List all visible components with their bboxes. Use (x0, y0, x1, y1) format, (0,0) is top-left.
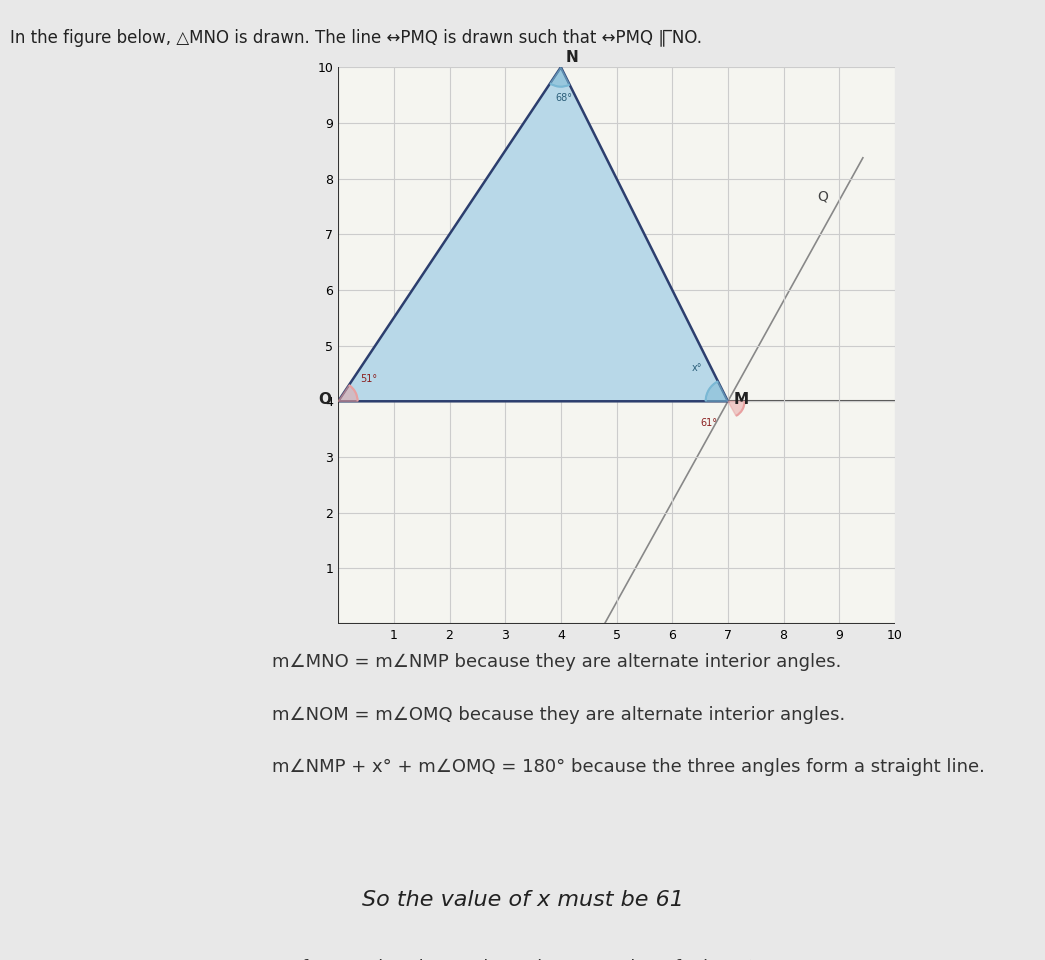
Text: m∠MNO = m∠NMP because they are alternate interior angles.: m∠MNO = m∠NMP because they are alternate… (272, 653, 841, 671)
Text: After moving the vertices, the new value of x is  □°: After moving the vertices, the new value… (289, 959, 756, 960)
Polygon shape (728, 401, 745, 416)
Text: N: N (565, 50, 578, 64)
Text: O: O (319, 392, 331, 407)
Text: x°: x° (692, 363, 702, 372)
Text: 68°: 68° (555, 92, 573, 103)
Text: 61°: 61° (700, 419, 717, 428)
Text: m∠NMP + x° + m∠OMQ = 180° because the three angles form a straight line.: m∠NMP + x° + m∠OMQ = 180° because the th… (272, 758, 984, 777)
Polygon shape (339, 385, 357, 401)
Text: In the figure below, △MNO is drawn. The line ↔PMQ is drawn such that ↔PMQ ∥ ̅NO.: In the figure below, △MNO is drawn. The … (10, 29, 702, 47)
Polygon shape (550, 67, 570, 86)
Text: 51°: 51° (361, 373, 377, 384)
Text: Q: Q (817, 190, 828, 204)
Text: M: M (734, 392, 748, 407)
Polygon shape (339, 67, 728, 401)
Text: m∠NOM = m∠OMQ because they are alternate interior angles.: m∠NOM = m∠OMQ because they are alternate… (272, 706, 845, 724)
Text: So the value of x must be 61: So the value of x must be 61 (362, 891, 683, 910)
Polygon shape (705, 381, 728, 401)
